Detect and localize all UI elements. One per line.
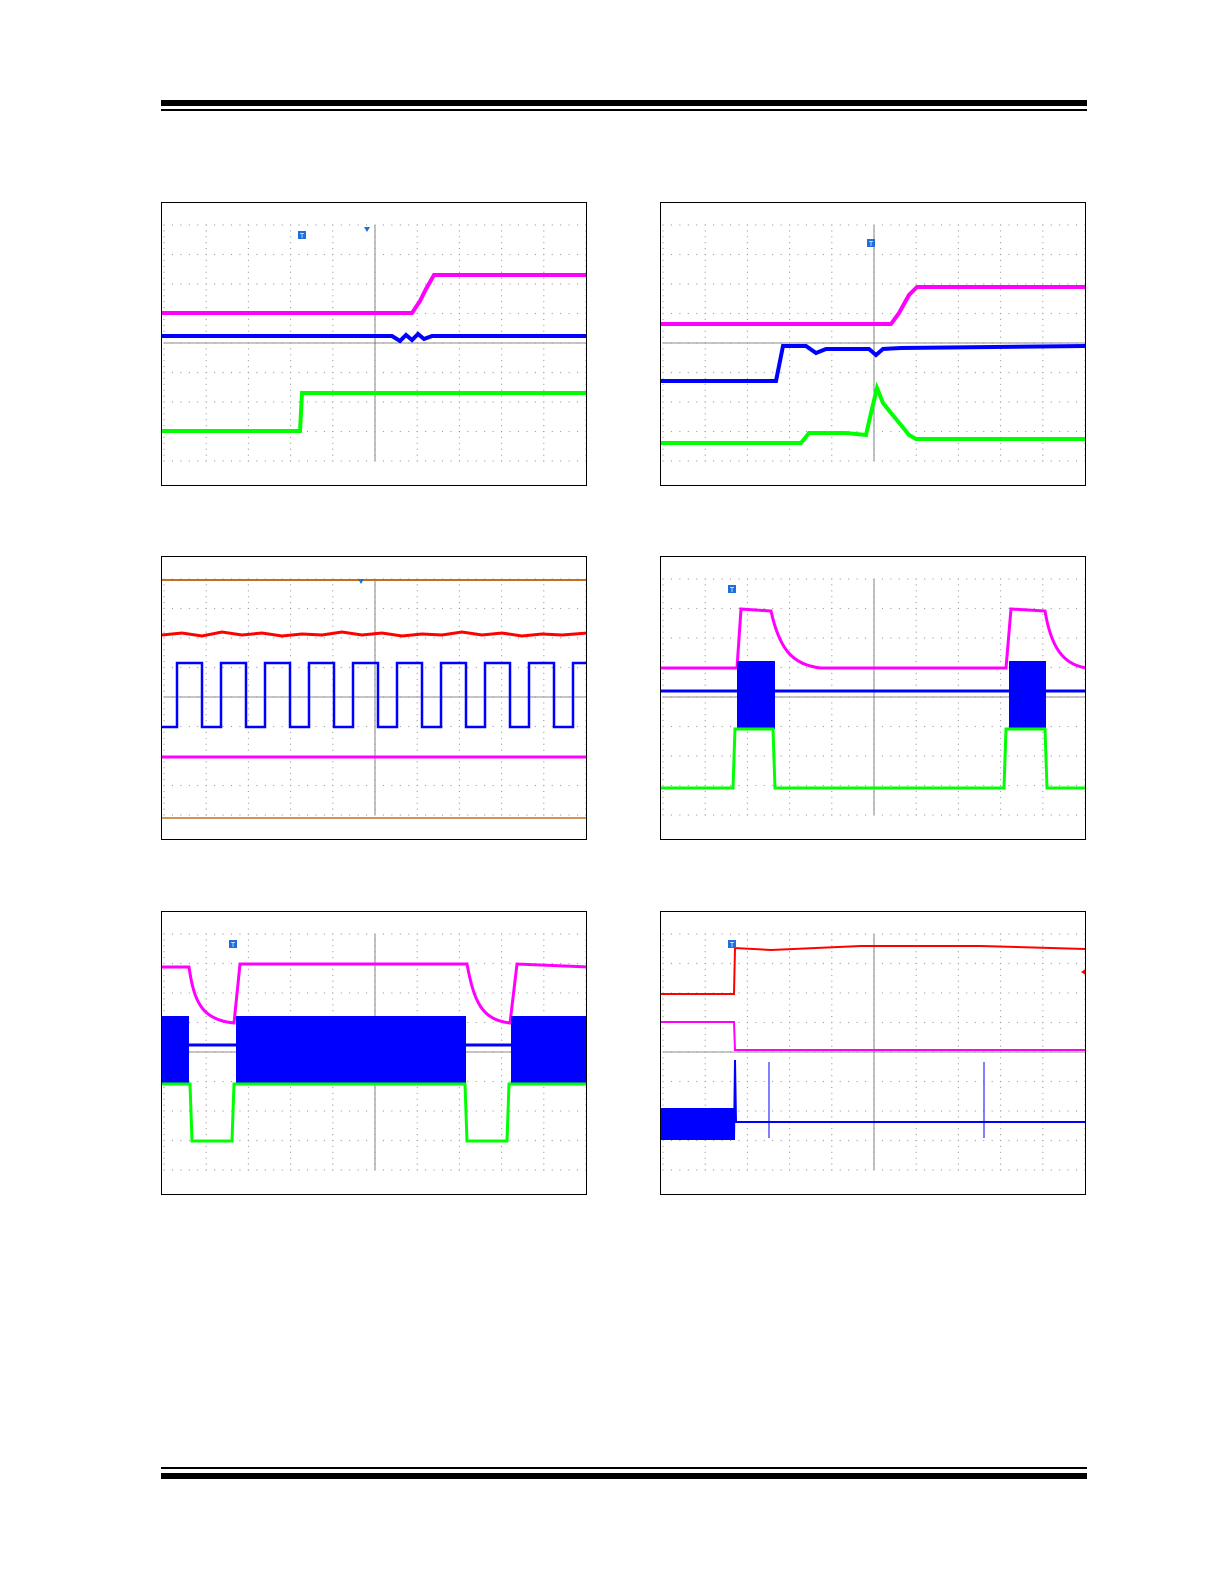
trace-blue-burst bbox=[661, 1108, 734, 1140]
scope-5-waveforms: T bbox=[162, 933, 586, 1171]
trace-magenta bbox=[661, 607, 1085, 670]
trace-blue-burst-2 bbox=[1009, 661, 1046, 729]
svg-text:T: T bbox=[730, 587, 735, 594]
trace-red bbox=[661, 945, 1085, 995]
scope-1-waveforms: T bbox=[162, 224, 586, 462]
trigger-marker-icon: T bbox=[728, 585, 736, 594]
svg-text:T: T bbox=[300, 233, 305, 240]
trace-blue-square bbox=[162, 661, 586, 729]
scope-screenshot-4: T bbox=[660, 556, 1086, 840]
trace-blue-burst-3 bbox=[511, 1016, 586, 1084]
scope-grid bbox=[163, 578, 586, 816]
trace-blue-burst-2 bbox=[236, 1016, 466, 1084]
trace-magenta bbox=[661, 285, 1085, 326]
scope-screenshot-6: T bbox=[660, 911, 1086, 1195]
trace-blue bbox=[661, 344, 1085, 383]
trigger-marker-icon: T bbox=[298, 231, 306, 240]
scope-screenshot-3 bbox=[161, 556, 587, 840]
header-rule-thin bbox=[161, 109, 1087, 111]
scope-grid bbox=[662, 224, 1085, 462]
trace-red bbox=[162, 630, 586, 638]
trace-magenta bbox=[661, 1021, 1085, 1051]
trace-blue-burst-1 bbox=[737, 661, 775, 729]
trace-blue-burst-1 bbox=[162, 1016, 189, 1084]
footer-rule-thin bbox=[161, 1467, 1087, 1469]
trigger-position-icon bbox=[364, 227, 370, 232]
trigger-marker-icon: T bbox=[867, 239, 875, 248]
scope-screenshot-2: T bbox=[660, 202, 1086, 486]
trace-green bbox=[162, 391, 586, 433]
trace-blue bbox=[162, 331, 586, 344]
trace-green bbox=[661, 727, 1085, 790]
trigger-position-icon bbox=[358, 579, 364, 584]
scope-6-waveforms: T bbox=[661, 933, 1085, 1171]
trigger-marker-icon: T bbox=[229, 940, 237, 949]
header-rule-thick bbox=[161, 100, 1087, 106]
trace-magenta bbox=[162, 273, 586, 315]
svg-text:T: T bbox=[231, 942, 236, 949]
footer-rule-thick bbox=[161, 1473, 1087, 1479]
scope-screenshot-1: T bbox=[161, 202, 587, 486]
trace-magenta bbox=[162, 962, 586, 1025]
svg-text:T: T bbox=[869, 241, 874, 248]
scope-4-waveforms: T bbox=[661, 578, 1085, 816]
trace-green bbox=[661, 381, 1085, 445]
trace-blue bbox=[733, 1059, 1085, 1141]
scope-3-waveforms bbox=[162, 578, 586, 819]
trigger-marker-icon: T bbox=[728, 940, 736, 949]
trace-green bbox=[162, 1082, 586, 1143]
scope-2-waveforms: T bbox=[661, 224, 1085, 462]
channel-marker-icon bbox=[1081, 969, 1085, 975]
scope-grid bbox=[163, 224, 586, 462]
scope-screenshot-5: T bbox=[161, 911, 587, 1195]
